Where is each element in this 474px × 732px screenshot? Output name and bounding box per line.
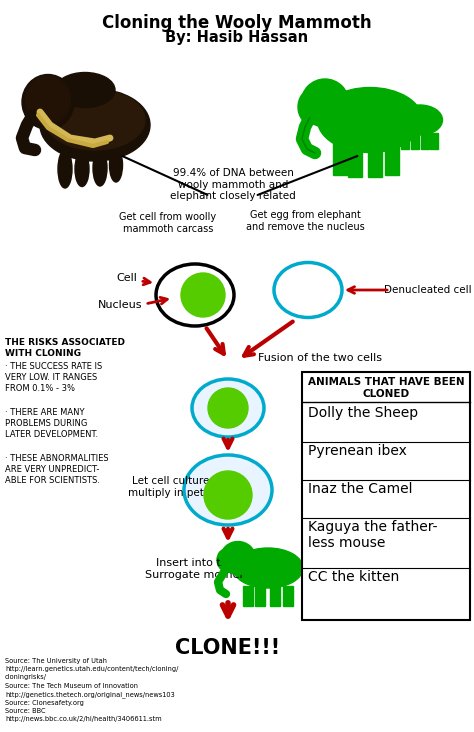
Ellipse shape [93, 150, 107, 186]
Ellipse shape [45, 90, 145, 150]
Text: Pyrenean ibex: Pyrenean ibex [308, 444, 407, 458]
Circle shape [208, 388, 248, 428]
Bar [430, 133, 438, 149]
Text: Kaguya the father-
less mouse: Kaguya the father- less mouse [308, 520, 438, 550]
Ellipse shape [75, 152, 89, 187]
Ellipse shape [192, 379, 264, 437]
Text: Get egg from elephant
and remove the nucleus: Get egg from elephant and remove the nuc… [246, 210, 365, 231]
Text: Insert into the
Surrogate mother: Insert into the Surrogate mother [146, 558, 245, 580]
Ellipse shape [156, 264, 234, 326]
Ellipse shape [398, 105, 443, 135]
Ellipse shape [304, 94, 322, 120]
Bar [255, 586, 265, 606]
Text: · THESE ABNORMALITIES
ARE VERY UNPREDICT-
ABLE FOR SCIENTISTS.: · THESE ABNORMALITIES ARE VERY UNPREDICT… [5, 454, 109, 485]
Ellipse shape [298, 89, 326, 124]
Ellipse shape [55, 72, 115, 108]
Circle shape [204, 471, 252, 519]
Ellipse shape [22, 75, 74, 130]
Ellipse shape [58, 150, 72, 188]
Bar [385, 143, 399, 175]
Bar [421, 133, 429, 149]
Bar [302, 372, 470, 620]
Bar [283, 586, 293, 606]
Text: CLONE!!!: CLONE!!! [175, 638, 281, 658]
Text: 99.4% of DNA between
wooly mammoth and
elephant closely related: 99.4% of DNA between wooly mammoth and e… [170, 168, 296, 201]
Ellipse shape [109, 148, 122, 182]
Text: · THERE ARE MANY
PROBLEMS DURING
LATER DEVELOPMENT.: · THERE ARE MANY PROBLEMS DURING LATER D… [5, 408, 98, 439]
Bar [411, 133, 419, 149]
Text: By: Hasib Hassan: By: Hasib Hassan [165, 30, 309, 45]
Bar [270, 586, 280, 606]
Circle shape [181, 273, 225, 317]
Bar [348, 145, 362, 177]
Bar [401, 133, 409, 149]
Text: Cloning the Wooly Mammoth: Cloning the Wooly Mammoth [102, 14, 372, 32]
Ellipse shape [26, 76, 71, 124]
Ellipse shape [301, 79, 349, 127]
Bar [368, 145, 382, 177]
Bar [333, 143, 347, 175]
Text: · THE SUCCESS RATE IS
VERY LOW. IT RANGES
FROM 0.1% - 3%: · THE SUCCESS RATE IS VERY LOW. IT RANGE… [5, 362, 102, 393]
Ellipse shape [233, 548, 303, 588]
Ellipse shape [220, 542, 255, 575]
Text: THE RISKS ASSOCIATED
WITH CLONING: THE RISKS ASSOCIATED WITH CLONING [5, 338, 125, 358]
Text: Get cell from woolly
mammoth carcass: Get cell from woolly mammoth carcass [119, 212, 217, 234]
Ellipse shape [274, 263, 342, 318]
Text: Source: The University of Utah
http://learn.genetics.utah.edu/content/tech/cloni: Source: The University of Utah http://le… [5, 658, 178, 722]
Text: Cell: Cell [116, 273, 137, 283]
Bar [243, 586, 253, 606]
Text: ANIMALS THAT HAVE BEEN
CLONED: ANIMALS THAT HAVE BEEN CLONED [308, 377, 465, 399]
Text: Denucleated cell: Denucleated cell [384, 285, 472, 295]
Text: Let cell culture and
multiply in petri dish: Let cell culture and multiply in petri d… [128, 476, 236, 498]
Text: Fusion of the two cells: Fusion of the two cells [258, 353, 382, 363]
Ellipse shape [184, 455, 272, 525]
Ellipse shape [388, 100, 412, 124]
Ellipse shape [217, 549, 235, 571]
Text: Inaz the Camel: Inaz the Camel [308, 482, 412, 496]
Text: CC the kitten: CC the kitten [308, 570, 399, 584]
Ellipse shape [40, 89, 150, 161]
Text: Nucleus: Nucleus [98, 300, 142, 310]
Text: Dolly the Sheep: Dolly the Sheep [308, 406, 418, 420]
Ellipse shape [318, 88, 422, 152]
